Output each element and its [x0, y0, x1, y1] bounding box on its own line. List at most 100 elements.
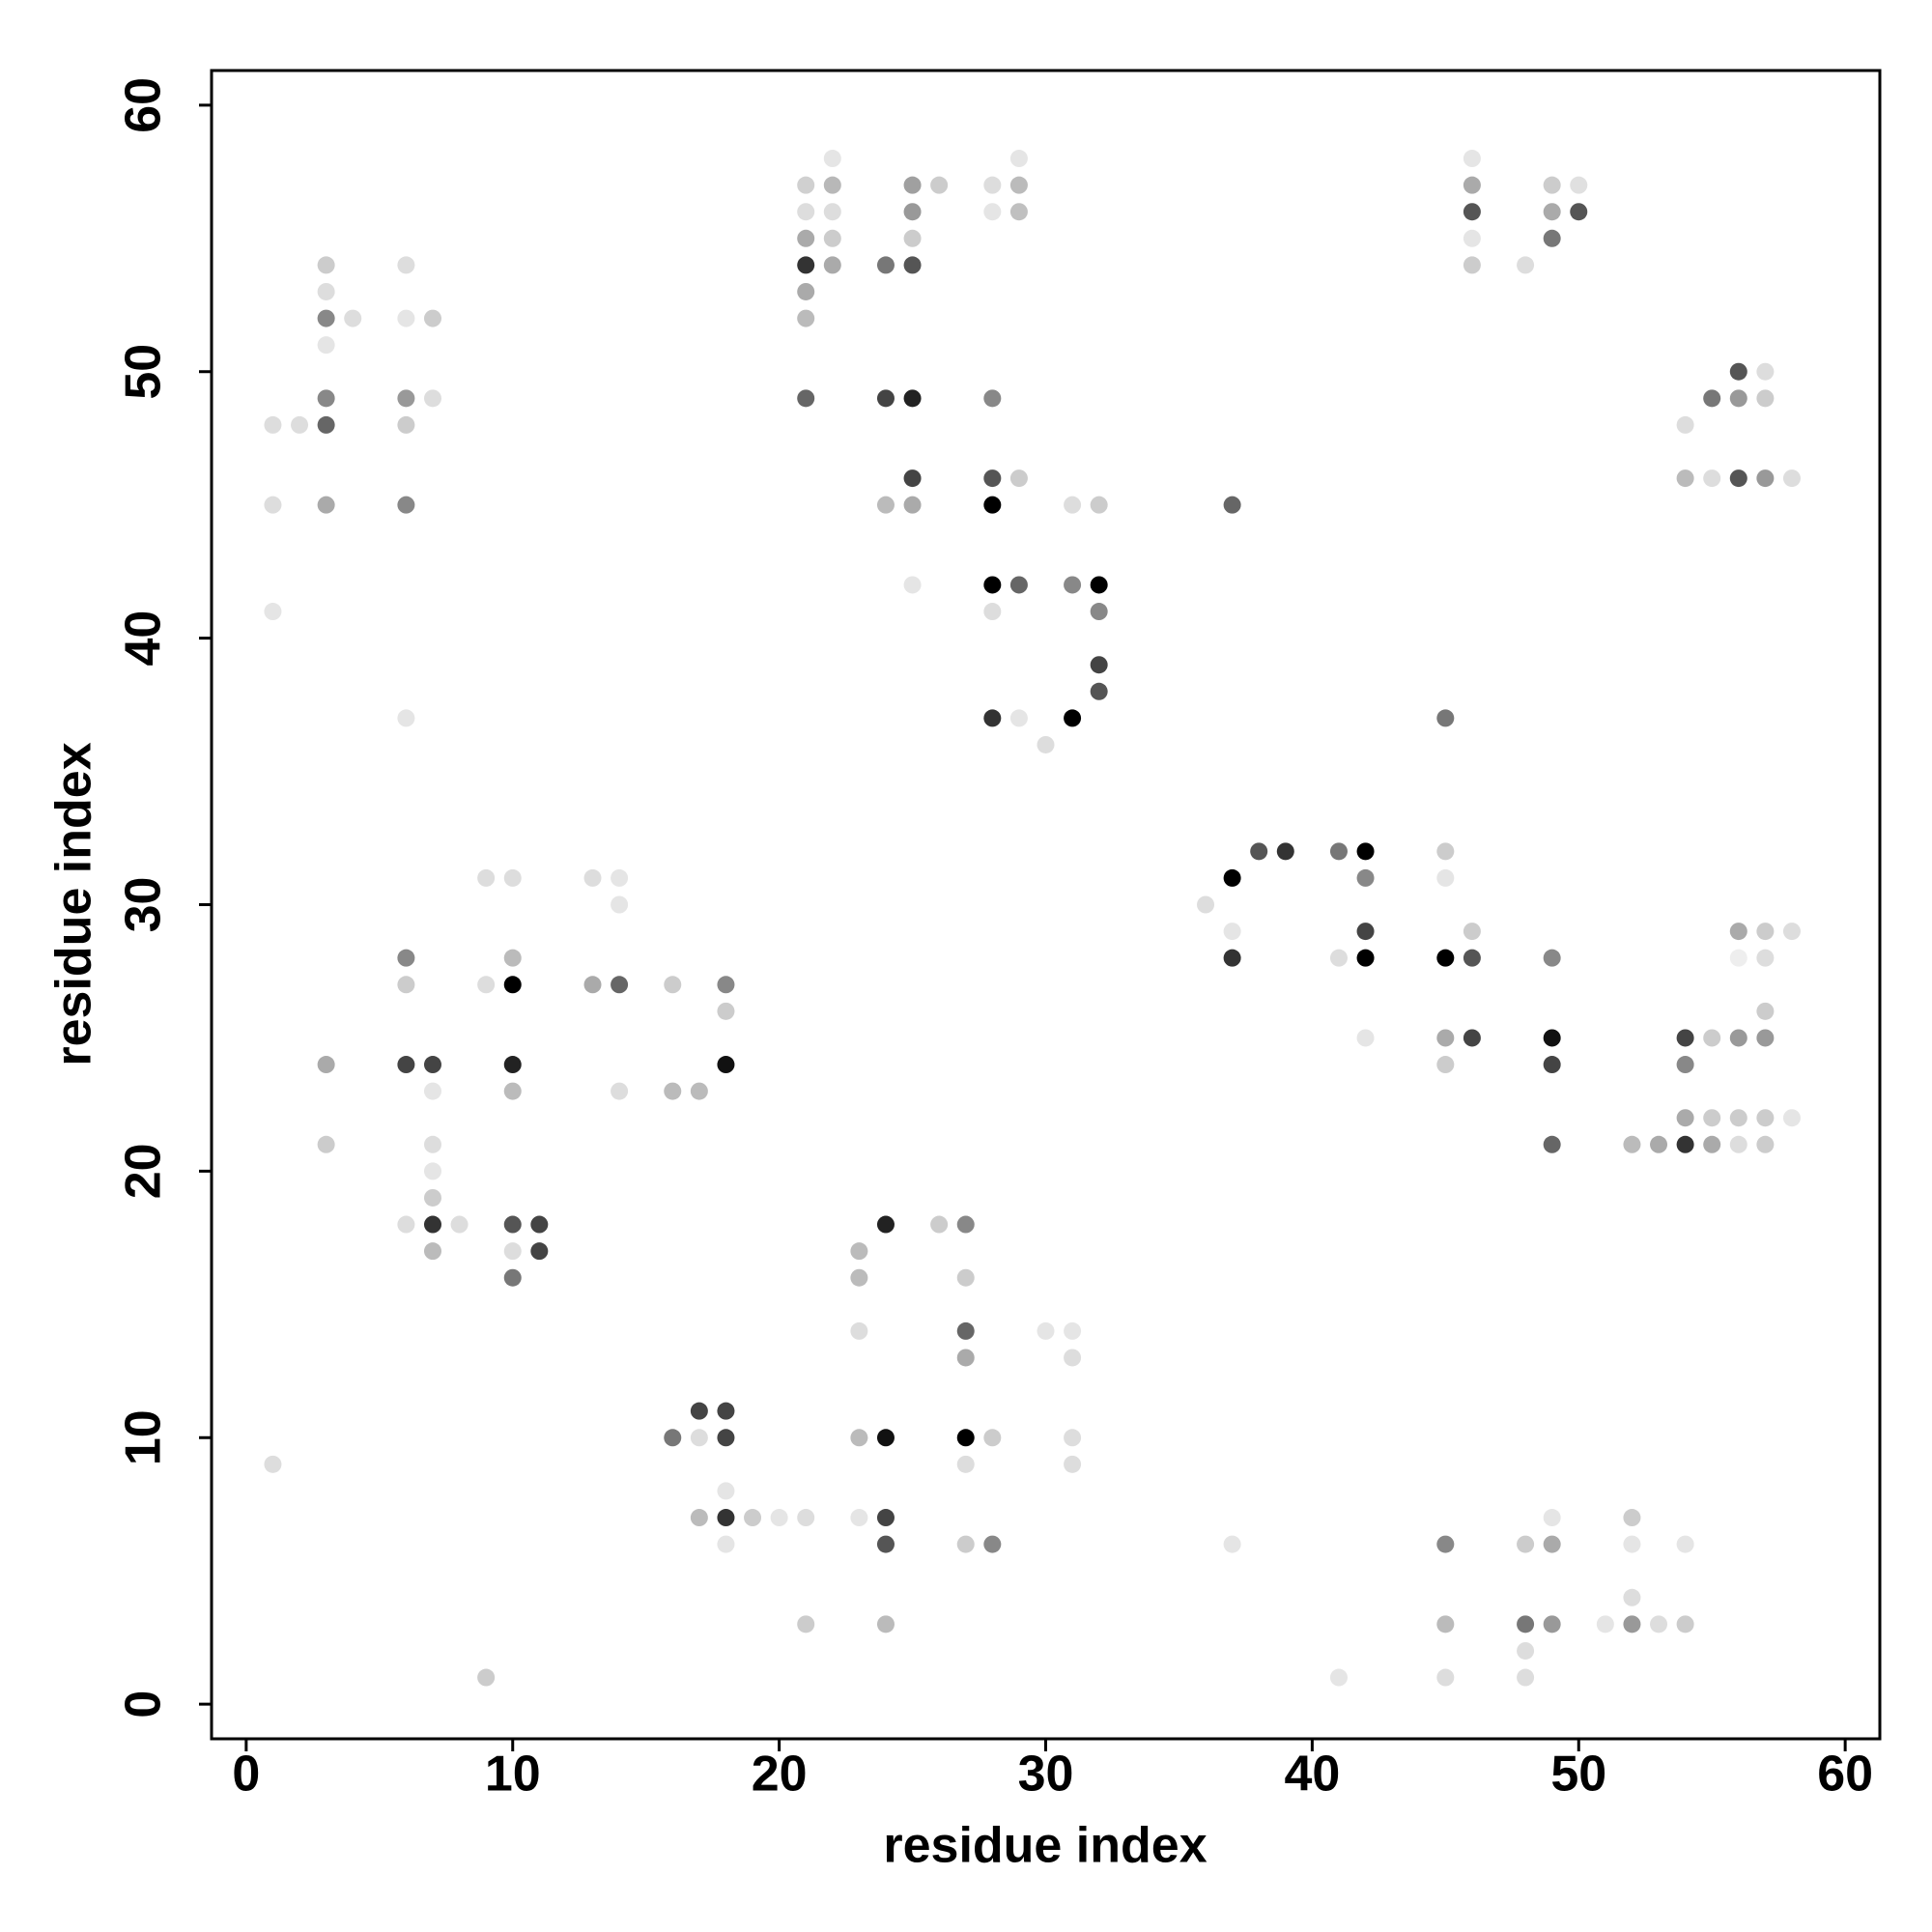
point — [1250, 842, 1268, 861]
point — [664, 1429, 682, 1447]
point — [1329, 949, 1348, 967]
y-tick-label: 20 — [116, 1143, 172, 1199]
y-tick-label: 50 — [116, 344, 172, 400]
point — [1756, 1135, 1775, 1153]
point — [1703, 1109, 1721, 1127]
point — [1729, 389, 1747, 408]
point — [397, 309, 415, 327]
point — [903, 176, 922, 194]
point — [1756, 1002, 1775, 1020]
point — [770, 1509, 788, 1527]
y-tick-label: 60 — [116, 77, 172, 133]
point — [717, 1429, 735, 1447]
y-tick-label: 40 — [116, 611, 172, 667]
point — [450, 1215, 469, 1234]
point — [423, 1056, 441, 1074]
point — [1623, 1135, 1641, 1153]
point — [956, 1349, 975, 1367]
point — [983, 1429, 1002, 1447]
point — [983, 1535, 1002, 1553]
point — [1729, 1029, 1747, 1047]
point — [1729, 362, 1747, 381]
point — [397, 949, 415, 967]
point — [1223, 923, 1241, 941]
point — [1223, 949, 1241, 967]
point — [530, 1242, 549, 1261]
point — [423, 309, 441, 327]
point — [1596, 1615, 1614, 1634]
point — [956, 1535, 975, 1553]
point — [423, 389, 441, 408]
point — [1623, 1615, 1641, 1634]
x-tick-label: 20 — [752, 1747, 808, 1803]
point — [264, 415, 282, 434]
point — [503, 1268, 522, 1287]
point — [823, 203, 841, 221]
point — [1676, 1109, 1694, 1127]
point — [1009, 203, 1028, 221]
point — [797, 309, 815, 327]
point — [850, 1321, 868, 1340]
point — [583, 868, 602, 887]
point — [1676, 415, 1694, 434]
point — [611, 868, 629, 887]
point — [903, 576, 922, 594]
point — [1064, 1429, 1082, 1447]
point — [611, 895, 629, 914]
point — [1064, 709, 1082, 727]
point — [503, 868, 522, 887]
point — [1570, 176, 1588, 194]
point — [1756, 1029, 1775, 1047]
point — [1756, 949, 1775, 967]
point — [477, 868, 496, 887]
point — [956, 1268, 975, 1287]
point — [983, 389, 1002, 408]
point — [1650, 1135, 1668, 1153]
point — [1543, 1509, 1561, 1527]
point — [397, 1215, 415, 1234]
point — [397, 256, 415, 274]
point — [1276, 842, 1294, 861]
point — [983, 576, 1002, 594]
point — [503, 1056, 522, 1074]
point — [1543, 229, 1561, 247]
point — [1623, 1509, 1641, 1527]
point — [317, 415, 335, 434]
point — [983, 176, 1002, 194]
point — [1782, 1109, 1801, 1127]
point — [876, 1215, 895, 1234]
point — [850, 1429, 868, 1447]
point — [503, 1215, 522, 1234]
point — [397, 709, 415, 727]
point — [850, 1509, 868, 1527]
point — [876, 1615, 895, 1634]
point — [1037, 735, 1055, 753]
point — [1436, 949, 1455, 967]
point — [611, 976, 629, 994]
point — [1223, 868, 1241, 887]
point — [1543, 203, 1561, 221]
point — [1436, 1029, 1455, 1047]
point — [930, 1215, 949, 1234]
point — [1463, 949, 1481, 967]
point — [317, 1056, 335, 1074]
point — [1436, 709, 1455, 727]
point — [1729, 1109, 1747, 1127]
point — [1037, 1321, 1055, 1340]
point — [1463, 229, 1481, 247]
x-tick-label: 30 — [1018, 1747, 1074, 1803]
point — [1517, 1535, 1535, 1553]
point — [797, 256, 815, 274]
point — [1463, 203, 1481, 221]
x-tick-label: 40 — [1284, 1747, 1340, 1803]
point — [690, 1082, 708, 1100]
point — [823, 256, 841, 274]
point — [690, 1509, 708, 1527]
point — [1090, 576, 1108, 594]
point — [423, 1135, 441, 1153]
x-axis-label: residue index — [883, 1818, 1207, 1874]
point — [397, 389, 415, 408]
point — [876, 256, 895, 274]
point — [1756, 469, 1775, 488]
point — [1356, 1029, 1375, 1047]
